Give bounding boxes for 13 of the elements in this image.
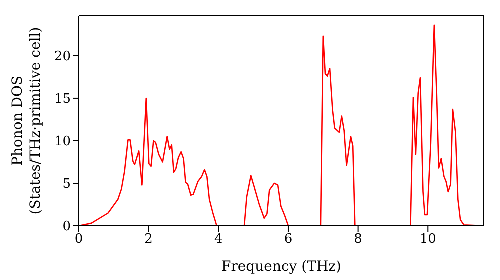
x-tick-label: 4	[214, 232, 223, 248]
y-tick-label: 15	[54, 92, 71, 108]
y-tick-label: 5	[62, 177, 71, 192]
y-tick-label: 10	[54, 134, 71, 150]
x-tick-label: 0	[74, 232, 84, 248]
y-tick-label: 20	[54, 50, 71, 65]
y-axis-title: Phonon DOS (States/THz·primitive cell)	[10, 27, 44, 215]
x-tick-label: 6	[284, 232, 293, 248]
x-axis-title: Frequency (THz)	[221, 259, 342, 275]
x-tick-label: 8	[354, 232, 362, 248]
y-tick-label: 0	[62, 220, 71, 235]
x-tick-label: 10	[420, 232, 436, 248]
x-tick-label: 2	[144, 232, 153, 248]
